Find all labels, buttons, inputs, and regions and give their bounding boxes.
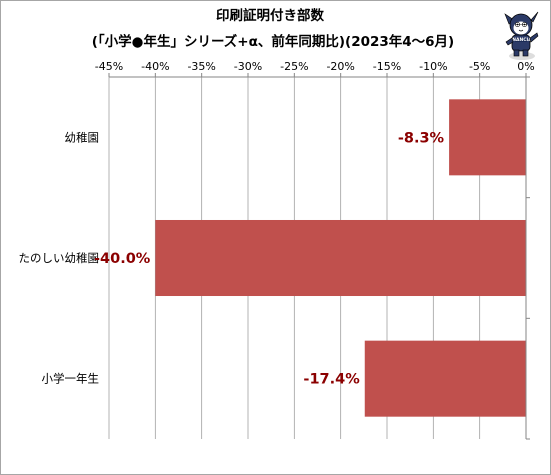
data-labels: -8.3% -40.0% -17.4% (94, 130, 445, 387)
tick-label: -20% (326, 60, 354, 73)
category-label: 幼稚園 (65, 130, 100, 144)
tick-label: -15% (373, 60, 401, 73)
bar (155, 219, 527, 297)
bars (155, 99, 527, 417)
bar (364, 340, 526, 417)
chart-title: 印刷証明付き部数 (216, 7, 324, 24)
chart-subtitle: (「小学●年生」シリーズ+α、前年同期比)(2023年4〜6月) (92, 33, 454, 50)
tick-label: 0% (517, 60, 534, 73)
axes (108, 73, 530, 440)
data-label: -17.4% (303, 372, 360, 388)
tick-label: -25% (280, 60, 308, 73)
mascot-icon: FINANCIAL (504, 11, 539, 60)
tick-labels: -45% -40% -35% -30% -25% -20% -15% -10% -5% 0% (95, 60, 535, 73)
tick-label: -40% (141, 60, 169, 73)
bar (449, 99, 526, 176)
tick-label: -5% (469, 60, 490, 73)
tick-label: -45% (95, 60, 123, 73)
tick-label: -35% (187, 60, 215, 73)
category-label: たのしい幼稚園 (19, 251, 100, 265)
tick-label: -30% (234, 60, 262, 73)
mascot-badge: FINANCIAL (507, 37, 534, 43)
category-label: 小学一年生 (42, 372, 100, 386)
data-label: -40.0% (94, 251, 151, 267)
data-label: -8.3% (398, 130, 445, 146)
tick-label: -10% (419, 60, 447, 73)
